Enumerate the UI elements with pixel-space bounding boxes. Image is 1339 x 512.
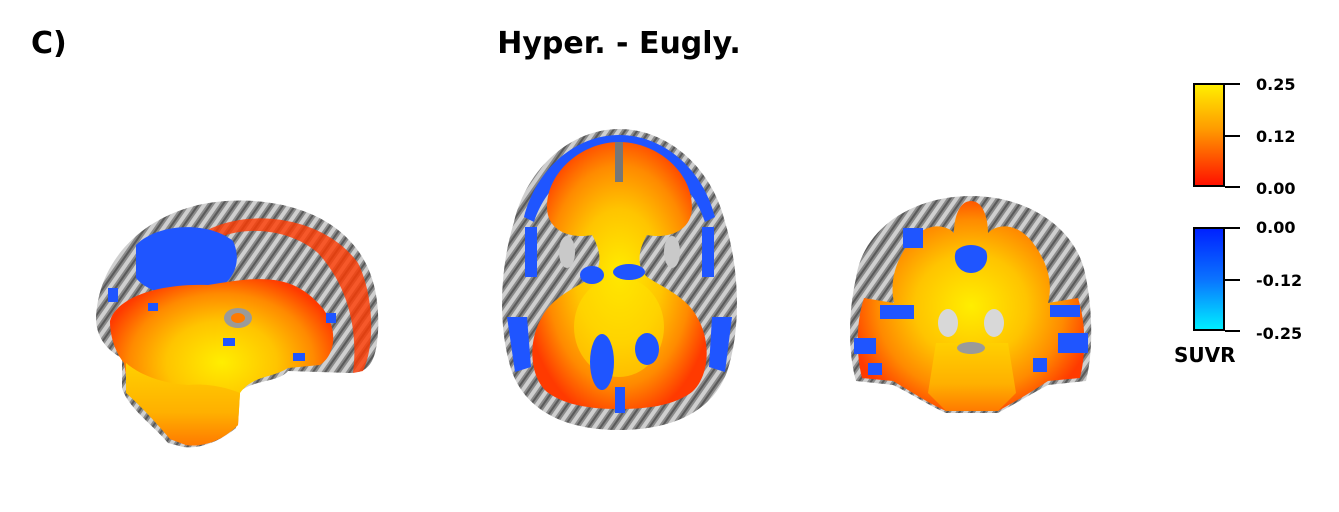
figure-title: Hyper. - Eugly. (497, 26, 741, 61)
colorbar-positive-tick-label: 0.00 (1256, 179, 1296, 198)
colorbar-negative-tick-label: 0.00 (1256, 218, 1296, 237)
colorbar-positive-tick (1225, 83, 1240, 85)
sagittal-slice (96, 200, 379, 448)
colorbar-positive-tick (1225, 186, 1240, 188)
colorbar-negative-tick (1225, 279, 1240, 281)
coronal-slice (850, 196, 1092, 413)
colorbar-negative-tick-label: -0.12 (1256, 271, 1303, 290)
colorbar-negative-tick (1225, 330, 1240, 332)
colorbar-negative (1193, 227, 1225, 331)
axial-slice (502, 129, 737, 430)
colorbar-positive-tick-label: 0.12 (1256, 127, 1296, 146)
colorbar-caption: SUVR (1174, 343, 1236, 367)
colorbar-positive-tick (1225, 135, 1240, 137)
colorbar-negative-tick-label: -0.25 (1256, 324, 1303, 343)
colorbar-negative-tick (1225, 227, 1240, 229)
colorbar-positive-tick-label: 0.25 (1256, 75, 1296, 94)
panel-label: C) (31, 26, 67, 61)
colorbar-positive (1193, 83, 1225, 187)
